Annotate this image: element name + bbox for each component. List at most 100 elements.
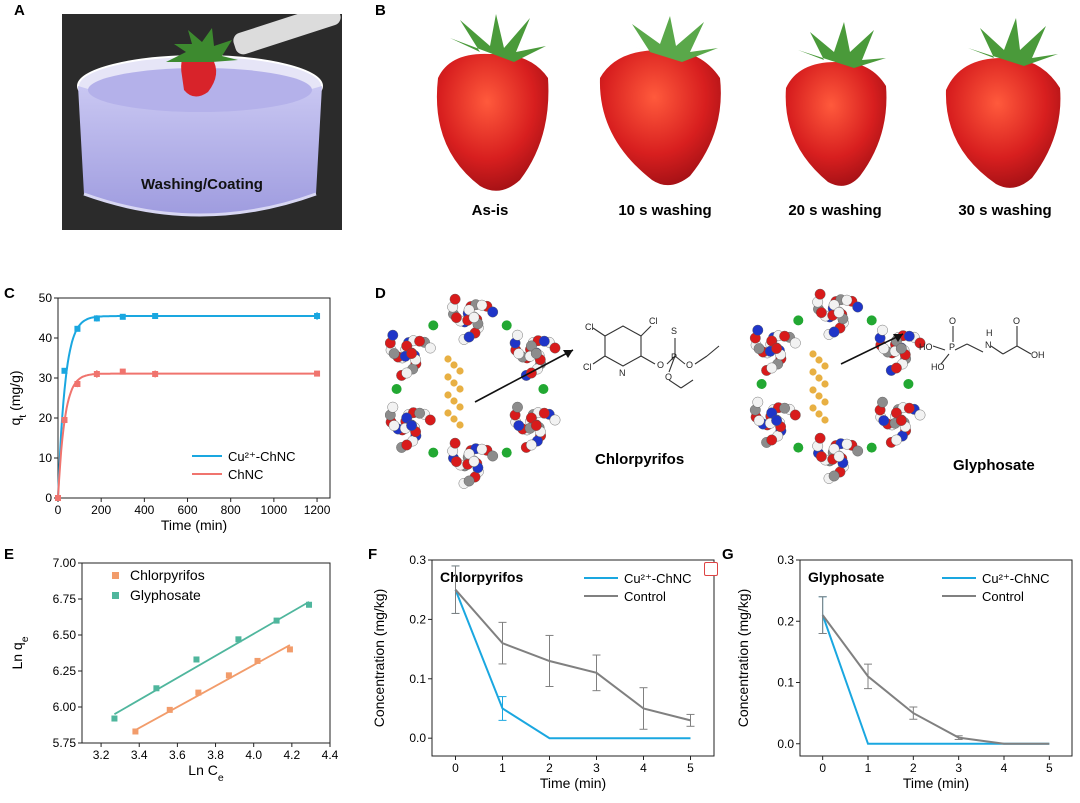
chnc-atom-sphere [779,402,790,414]
chart-e-frame [81,562,331,744]
chnc-atom-sphere [449,293,461,305]
chart-e-point [132,728,139,735]
chart-f-legend-label: Control [624,589,666,604]
chnc-atom-sphere [451,456,462,468]
atom-p: P [671,352,677,362]
caption-as-is: As-is [471,202,509,219]
chart-c-xlabel: Time (min) [161,517,227,533]
chart-e-legend-swatch [112,592,119,599]
chart-f-xtick-label: 2 [546,761,553,775]
atom-g-oh: OH [1031,350,1045,360]
chart-c-xtick-label: 1200 [304,503,331,517]
pesticide-sphere [821,398,829,406]
chnc-atom-sphere [476,299,488,311]
chart-g-ytick-label: 0.0 [777,737,794,751]
chart-g-ytick-label: 0.1 [777,676,794,690]
chart-g-ylabel: Concentration (mg/kg) [735,589,751,728]
chart-f-chlorpyrifos: 0 1 2 3 4 5 0.0 0.1 0.2 0.3 Time (min) Concentratio… [371,553,715,791]
pesticide-sphere [821,362,829,370]
atom-o-3: O [665,372,672,382]
chart-f-legend-label: Cu²⁺-ChNC [624,571,692,586]
label-chlorpyrifos: Chlorpyrifos [595,451,684,468]
chnc-atom-sphere [401,439,413,451]
chnc-atom-sphere [451,312,462,323]
chart-e-ylabel: Ln qe [9,636,31,669]
chart-f-xtick-label: 4 [640,761,647,775]
pesticide-sphere [821,380,829,388]
strawberry-as-is [436,14,549,191]
chart-e-ytick-label: 6.25 [53,664,77,678]
chart-g-title: Glyphosate [808,569,884,585]
chart-e-point [306,601,313,608]
chnc-atom-sphere [487,450,499,462]
chnc-atom-sphere [513,420,525,432]
chart-e-point [235,636,242,643]
cu-atom-sphere [428,447,439,458]
strawberry-10s [599,16,721,186]
glyphosate-structure [932,326,1032,365]
chnc-atom-sphere [463,331,475,343]
arrow-chlorpyrifos [474,349,574,403]
chart-c-point [74,325,81,332]
molecular-models: Cl Cl Cl N O P S O O Chlorpyrifos O P HO… [385,288,1045,489]
chnc-atom-sphere [752,396,764,408]
pesticide-sphere [815,374,823,382]
pesticide-sphere [444,373,452,381]
chart-f-toolbar-icon[interactable] [704,562,718,576]
chart-e-point [153,685,160,692]
chart-c-point [119,313,126,320]
chart-c-ytick-label: 20 [39,411,53,425]
chnc-atom-sphere [771,343,782,354]
chnc-atom-sphere [388,348,400,360]
chart-e-point [273,617,280,624]
chnc-atom-sphere [463,448,475,460]
chart-c-xtick-label: 200 [91,503,111,517]
chart-f-ytick-label: 0.1 [409,672,426,686]
chnc-atom-sphere [530,348,542,359]
chart-g-ytick-label: 0.2 [777,614,794,628]
chart-g-xtick-label: 4 [1001,761,1008,775]
glyphosate-atom-labels: O P HO HO N H O OH [919,316,1045,372]
chnc-atom-sphere [766,407,778,419]
chart-c-point [119,368,126,375]
chart-c-point [93,315,100,322]
chnc-atom-sphere [815,451,827,463]
chart-c-point [61,367,68,374]
chart-e-xtick-label: 4.2 [284,748,301,762]
pesticide-sphere [456,367,464,375]
chnc-atom-sphere [828,470,840,482]
chnc-atom-sphere [525,340,537,352]
chnc-atom-sphere [406,420,418,431]
atom-g-o2: O [1013,316,1020,326]
chnc-atom-sphere [779,330,790,342]
chart-f-xtick-label: 3 [593,761,600,775]
chnc-atom-sphere [903,402,915,414]
chnc-atom-sphere [538,407,550,419]
pesticide-sphere [815,392,823,400]
coating-container-illustration [77,3,341,217]
chnc-atom-sphere [815,307,827,319]
atom-s: S [671,326,677,336]
chart-c-ytick-label: 10 [39,451,53,465]
atom-o-1: O [657,360,664,370]
panel-letter-f: F [368,546,378,563]
chart-f-xtick-label: 1 [499,761,506,775]
chart-c-point [55,495,61,501]
chart-f-xtick-label: 0 [452,761,459,775]
chart-c-xtick-label: 800 [221,503,241,517]
chnc-atom-sphere [512,401,523,413]
pesticide-sphere [450,397,458,405]
chart-c-point [152,313,159,319]
caption-30s: 30 s washing [958,202,1052,219]
chnc-atom-sphere [878,415,890,427]
chnc-atom-sphere [914,409,926,421]
strawberry-photos [436,14,1061,191]
chart-g-xtick-label: 2 [910,761,917,775]
chnc-atom-sphere [401,340,413,352]
chart-f-xtick-label: 5 [687,761,694,775]
chart-e-legend-label: Chlorpyrifos [130,567,205,583]
chnc-atom-sphere [895,343,907,354]
chart-c-legend-label: Cu²⁺-ChNC [228,449,296,464]
chart-f-ytick-label: 0.2 [409,612,426,626]
chnc-atom-sphere [841,438,853,450]
